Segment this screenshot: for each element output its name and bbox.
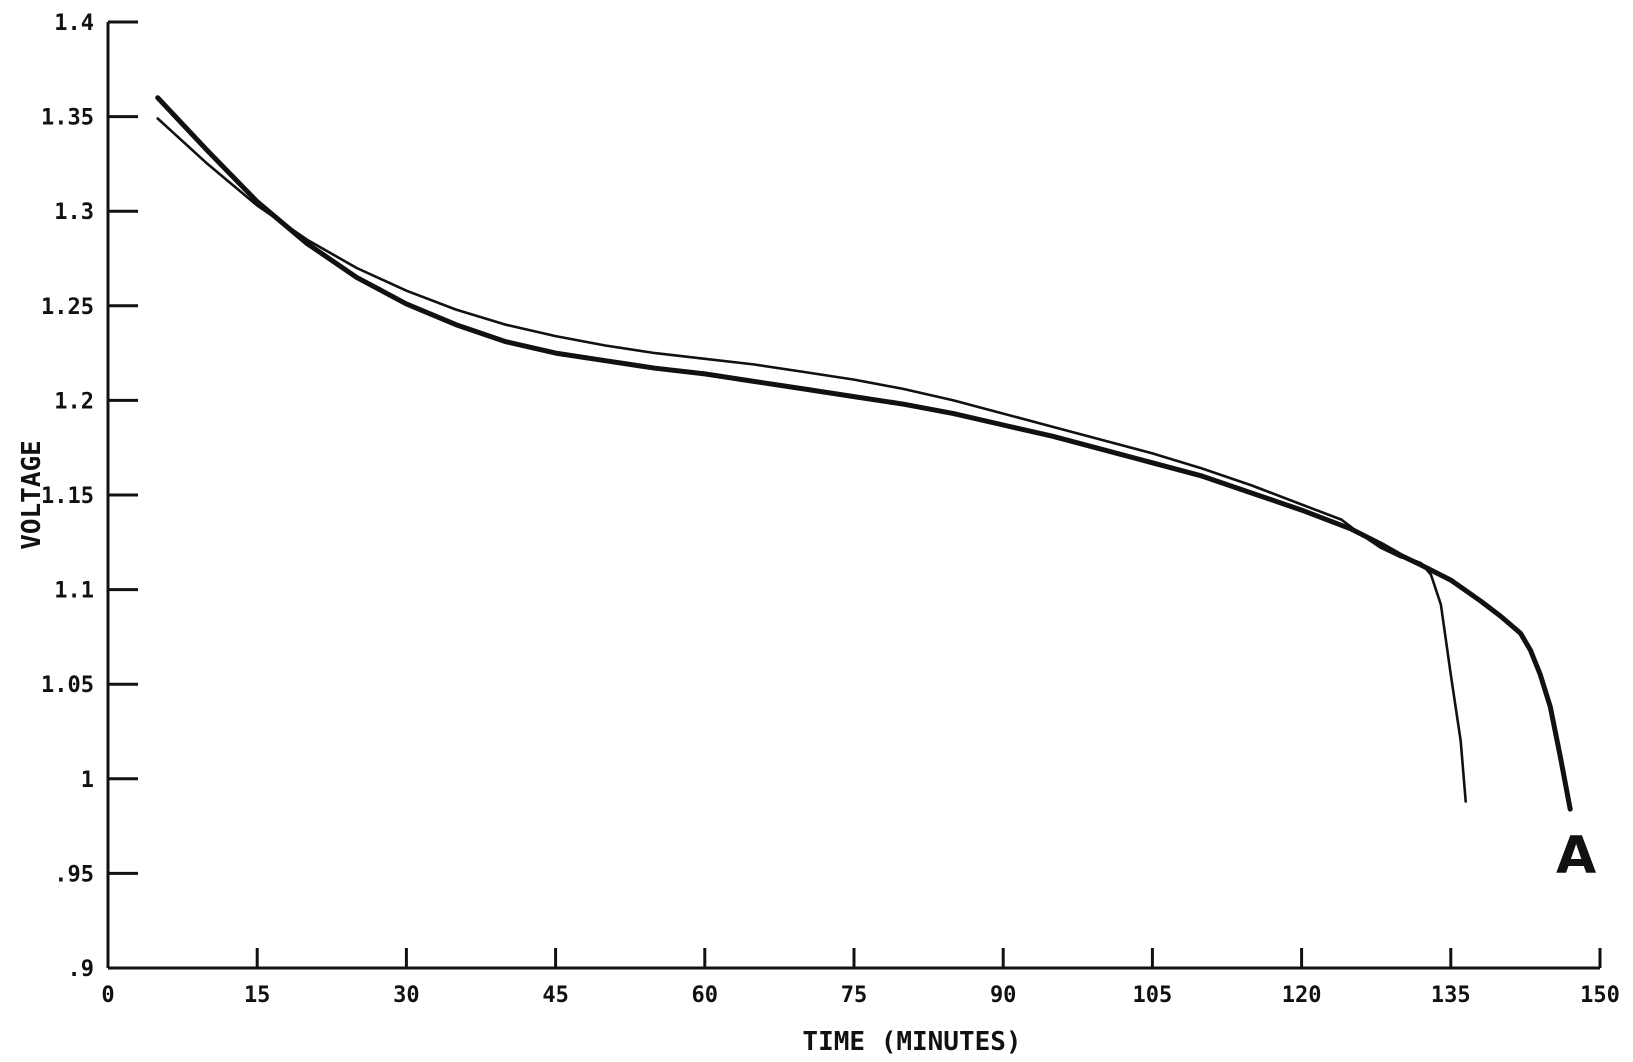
x-tick-label: 60 <box>692 983 719 1008</box>
y-tick-label: 1.35 <box>41 106 94 131</box>
y-tick-label: 1.4 <box>54 11 94 36</box>
x-tick-label: 120 <box>1282 983 1322 1008</box>
y-tick-label: 1.2 <box>54 389 94 414</box>
x-tick-label: 0 <box>101 983 114 1008</box>
series-line-1 <box>155 95 1573 812</box>
x-tick-label: 15 <box>244 983 271 1008</box>
x-tick-label: 75 <box>841 983 868 1008</box>
y-ticks: .9 .95 1 1.05 1.1 1.15 1.2 1.25 1.3 1.35 1.4 <box>41 11 138 982</box>
y-tick-label: .9 <box>68 957 95 982</box>
y-tick-label: 1 <box>81 768 94 793</box>
x-tick-label: 105 <box>1133 983 1173 1008</box>
y-tick-label: 1.3 <box>54 200 94 225</box>
axes <box>106 22 1600 970</box>
y-tick-label: .95 <box>54 862 94 887</box>
y-tick-label: 1.15 <box>41 484 94 509</box>
x-tick-label: 45 <box>542 983 569 1008</box>
y-tick-label: 1.1 <box>54 579 94 604</box>
y-tick-label: 1.05 <box>41 673 94 698</box>
annotation-label: A <box>1556 826 1596 886</box>
x-ticks: 0 15 30 45 60 75 90 105 120 135 150 <box>101 948 1620 1008</box>
x-tick-label: 90 <box>990 983 1017 1008</box>
annotations: A <box>1556 826 1596 886</box>
y-tick-label: 1.25 <box>41 295 94 320</box>
x-axis-label: TIME (MINUTES) <box>802 1027 1021 1057</box>
y-axis-label: VOLTAGE <box>17 440 47 550</box>
x-tick-label: 135 <box>1431 983 1471 1008</box>
x-tick-label: 150 <box>1580 983 1620 1008</box>
series-layer <box>155 95 1573 812</box>
x-tick-label: 30 <box>393 983 420 1008</box>
series-line-2 <box>156 117 1467 803</box>
